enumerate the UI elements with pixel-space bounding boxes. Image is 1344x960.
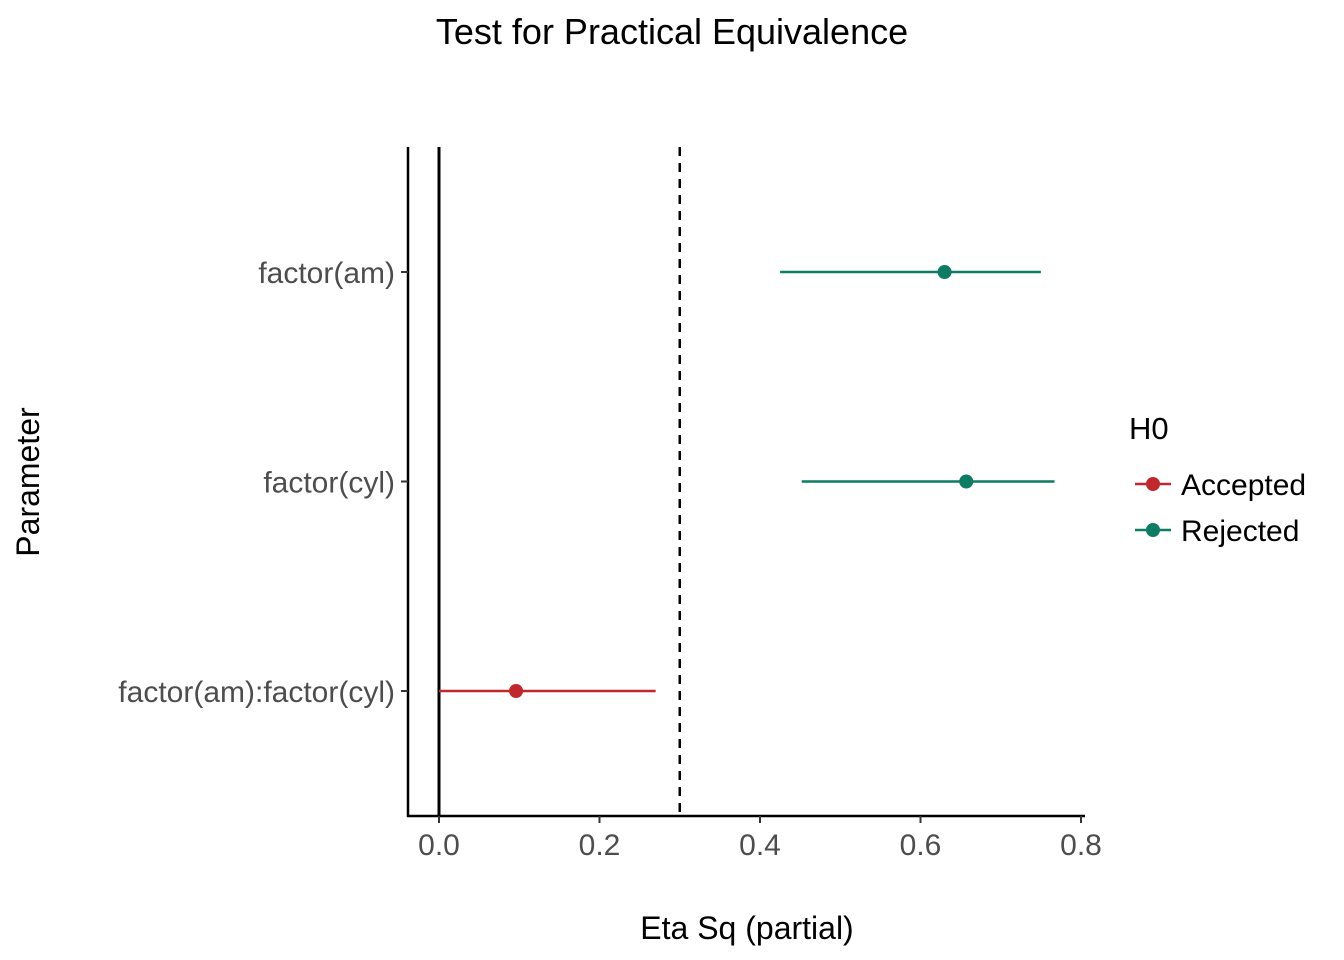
x-tick-label: 0.0 [418,829,460,862]
x-tick-label: 0.6 [900,829,942,862]
y-tick-label: factor(cyl) [263,467,395,500]
x-tick-label: 0.4 [739,829,781,862]
legend: H0 Accepted Rejected [1129,411,1306,548]
y-tick-label: factor(am) [258,257,395,290]
y-axis-ticks: factor(am) factor(cyl) factor(am):factor(c… [118,257,408,709]
legend-item-rejected: Rejected [1135,515,1299,548]
plot-area [406,147,1085,818]
legend-label: Rejected [1181,515,1299,548]
estimate-point [937,265,952,279]
legend-label: Accepted [1181,469,1306,502]
estimate-point [509,684,524,698]
legend-item-accepted: Accepted [1135,469,1306,502]
y-axis-label: Parameter [10,407,46,557]
x-tick-label: 0.8 [1060,829,1102,862]
estimate-point [959,474,974,489]
x-tick-label: 0.2 [579,829,621,862]
legend-title: H0 [1129,411,1169,446]
point-range-0 [780,265,1041,279]
chart-title: Test for Practical Equivalence [436,11,908,52]
point-range-2 [439,684,656,698]
x-axis-label: Eta Sq (partial) [640,910,853,946]
legend-key-point [1146,523,1160,537]
legend-key-point [1146,477,1160,491]
point-range-1 [801,474,1055,489]
x-axis-ticks: 0.0 0.2 0.4 0.6 0.8 [418,816,1102,862]
y-tick-label: factor(am):factor(cyl) [118,676,395,709]
